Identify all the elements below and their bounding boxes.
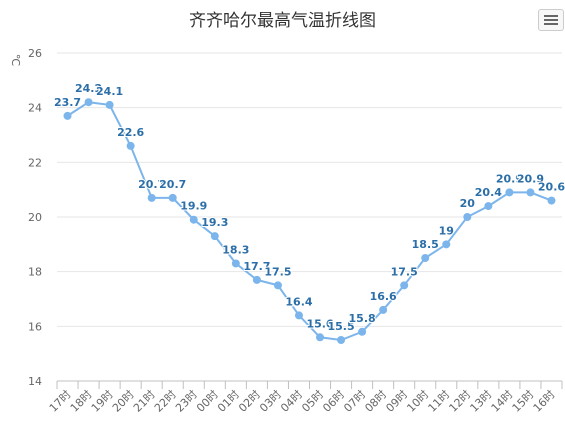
x-tick-label: 08时	[362, 388, 389, 415]
data-label: 22.6	[117, 126, 144, 139]
data-label: 24.1	[96, 85, 123, 98]
data-point[interactable]	[316, 333, 325, 342]
data-label: 15.8	[349, 312, 376, 325]
x-tick-label: 21时	[131, 388, 158, 415]
data-point[interactable]	[273, 281, 282, 290]
x-tick-label: 04时	[278, 388, 305, 415]
chart-title: 齐齐哈尔最高气温折线图	[189, 11, 376, 31]
y-tick-label: 18	[28, 266, 42, 279]
data-point[interactable]	[231, 259, 240, 268]
x-tick-label: 13时	[468, 388, 495, 415]
x-tick-label: 15时	[510, 388, 537, 415]
data-point[interactable]	[379, 305, 388, 314]
data-point[interactable]	[168, 193, 177, 202]
x-tick-label: 00时	[194, 388, 221, 415]
data-point[interactable]	[294, 311, 303, 320]
data-point[interactable]	[105, 100, 114, 109]
data-label: 19.9	[180, 200, 207, 213]
y-axis-ticks: 14 16 18 20 22 24 26	[28, 47, 42, 388]
x-tick-label: 12时	[447, 388, 474, 415]
data-point[interactable]	[400, 281, 409, 290]
data-point[interactable]	[252, 275, 261, 284]
x-tick-label: 22时	[152, 388, 179, 415]
data-point[interactable]	[189, 215, 198, 224]
data-point[interactable]	[484, 202, 493, 211]
data-point[interactable]	[505, 188, 514, 197]
x-tick-label: 11时	[426, 388, 453, 415]
x-tick-label: 02时	[236, 388, 263, 415]
data-point[interactable]	[126, 141, 135, 150]
data-label: 17.7	[243, 260, 270, 273]
data-label: 20.7	[159, 178, 186, 191]
x-tick-label: 23时	[173, 388, 200, 415]
data-point[interactable]	[210, 232, 219, 241]
data-label: 20	[460, 197, 476, 210]
data-label: 17.5	[391, 265, 418, 278]
data-label: 18.3	[222, 243, 249, 256]
y-tick-label: 24	[28, 102, 42, 115]
data-labels: 23.724.224.1 22.6 20.720.7 19.9 19.3 18.3 17.7…	[53, 81, 565, 334]
grid-lines	[57, 52, 562, 382]
data-point[interactable]	[442, 240, 451, 249]
x-axis: 17时18时19时20时21时22时23时00时01时02时03时04时05时0…	[47, 381, 563, 415]
x-tick-label: 01时	[215, 388, 242, 415]
data-point[interactable]	[337, 336, 346, 344]
x-tick-label: 05时	[299, 388, 326, 415]
data-point[interactable]	[358, 327, 367, 336]
data-label: 19.3	[201, 216, 228, 229]
y-tick-label: 22	[28, 156, 42, 169]
x-tick-label: 06时	[320, 388, 347, 415]
data-label: 20.7	[138, 178, 165, 191]
x-tick-label: 03时	[257, 388, 284, 415]
data-label: 15.6	[306, 317, 333, 330]
chart-menu-button[interactable]	[538, 9, 564, 31]
x-tick-label: 14时	[489, 388, 516, 415]
data-label: 20.6	[538, 181, 565, 194]
x-tick-label: 09时	[383, 388, 410, 415]
data-label: 15.5	[327, 320, 354, 333]
data-point[interactable]	[147, 193, 156, 202]
x-tick-label: 17时	[47, 388, 74, 415]
data-point[interactable]	[63, 111, 72, 120]
data-point[interactable]	[526, 188, 535, 197]
data-label: 20.4	[475, 186, 502, 199]
x-tick-label: 07时	[341, 388, 368, 415]
data-label: 18.5	[412, 238, 439, 251]
data-label: 20.9	[496, 172, 523, 185]
data-point[interactable]	[547, 196, 556, 205]
data-label: 16.6	[370, 290, 397, 303]
y-tick-label: 14	[28, 375, 42, 388]
x-tick-label: 10时	[404, 388, 431, 415]
x-tick-label: 19时	[89, 388, 116, 415]
data-label: 20.9	[517, 172, 544, 185]
data-point[interactable]	[84, 98, 93, 107]
data-label: 24.2	[75, 82, 102, 95]
data-label: 19	[439, 224, 454, 237]
data-points	[63, 98, 556, 344]
y-axis-label: ℃	[9, 54, 22, 66]
data-point[interactable]	[463, 213, 472, 221]
y-tick-label: 26	[28, 47, 42, 60]
data-point[interactable]	[421, 254, 430, 262]
y-tick-label: 20	[28, 211, 42, 224]
x-tick-label: 20时	[110, 388, 137, 415]
data-label: 23.7	[54, 96, 81, 109]
hamburger-menu-icon	[544, 15, 558, 17]
data-label: 16.4	[285, 295, 312, 308]
y-tick-label: 16	[28, 320, 42, 333]
data-label: 17.5	[264, 265, 291, 278]
x-tick-label: 18时	[68, 388, 95, 415]
x-tick-label: 16时	[531, 388, 558, 415]
